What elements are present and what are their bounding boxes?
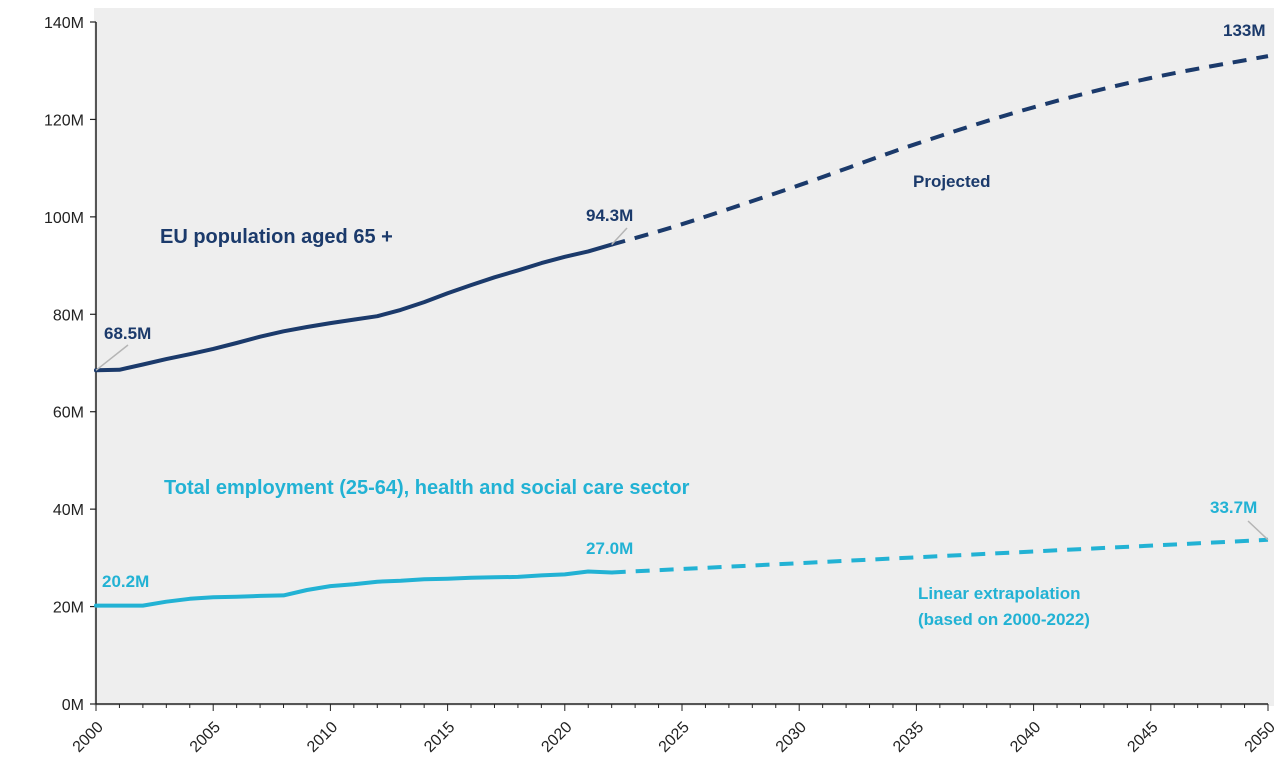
label-emp-start: 20.2M <box>102 572 149 591</box>
label-emp-2022: 27.0M <box>586 539 633 558</box>
top-gutter <box>0 0 1281 8</box>
callout-leader <box>1247 520 1269 541</box>
y-tick-label: 140M <box>44 15 84 32</box>
pop-projected-label: Projected <box>913 172 990 191</box>
right-gutter <box>1274 0 1281 758</box>
callout-leader <box>611 227 628 246</box>
callout-leader <box>95 344 129 371</box>
pop-series-label: EU population aged 65 + <box>160 226 393 248</box>
population-historical-line <box>94 242 614 373</box>
y-tick-label: 60M <box>53 405 84 422</box>
emp-projected-label-line2: (based on 2000-2022) <box>918 610 1090 629</box>
y-tick-label: 20M <box>53 600 84 617</box>
population-projected-line <box>611 54 1269 247</box>
employment-historical-line <box>94 569 614 608</box>
y-tick-label: 120M <box>44 112 84 129</box>
label-pop-2050: 133M <box>1223 21 1266 40</box>
callout-lines <box>95 227 1269 541</box>
emp-projected-label-line1: Linear extrapolation <box>918 584 1080 603</box>
y-tick-label: 0M <box>62 697 84 714</box>
label-emp-2050: 33.7M <box>1210 498 1257 517</box>
left-gutter <box>0 0 94 758</box>
series-lines <box>94 54 1269 608</box>
y-tick-label: 40M <box>53 502 84 519</box>
emp-series-label: Total employment (25-64), health and soc… <box>164 477 690 499</box>
label-pop-2022: 94.3M <box>586 206 633 225</box>
employment-projected-line <box>611 537 1269 575</box>
y-tick-label: 100M <box>44 210 84 227</box>
bottom-gutter <box>0 706 1281 758</box>
label-pop-start: 68.5M <box>104 324 151 343</box>
y-tick-label: 80M <box>53 307 84 324</box>
